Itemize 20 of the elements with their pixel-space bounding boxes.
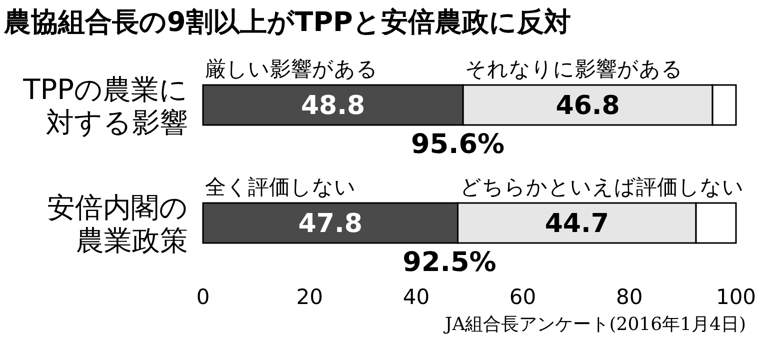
data-label: 46.8 bbox=[556, 91, 620, 121]
annotation: どちらかといえば評価しない bbox=[460, 175, 744, 199]
chart-title: 農協組合長の9割以上がTPPと安倍農政に反対 bbox=[3, 7, 571, 38]
annotation: 厳しい影響がある bbox=[205, 57, 378, 81]
annotation: 95.6% bbox=[410, 129, 505, 160]
data-label: 47.8 bbox=[298, 209, 362, 239]
text: JA組合長アンケート(2016年1月4日) bbox=[443, 314, 746, 335]
x-tick-label: 60 bbox=[509, 285, 536, 309]
y-tick-label: TPPの農業に対する影響 bbox=[22, 73, 188, 139]
x-tick-label: 0 bbox=[196, 285, 210, 309]
y-tick-label: 安倍内閣の農業政策 bbox=[47, 191, 188, 257]
annotation: 92.5% bbox=[402, 247, 496, 278]
x-tick-label: 80 bbox=[616, 285, 643, 309]
annotation: 全く評価しない bbox=[205, 175, 356, 199]
x-tick-label: 100 bbox=[716, 285, 756, 309]
data-label: 44.7 bbox=[544, 209, 609, 239]
annotation: それなりに影響がある bbox=[465, 57, 684, 81]
data-label: 48.8 bbox=[300, 91, 366, 121]
x-tick-label: 20 bbox=[296, 285, 323, 309]
x-tick-label: 40 bbox=[402, 285, 430, 309]
